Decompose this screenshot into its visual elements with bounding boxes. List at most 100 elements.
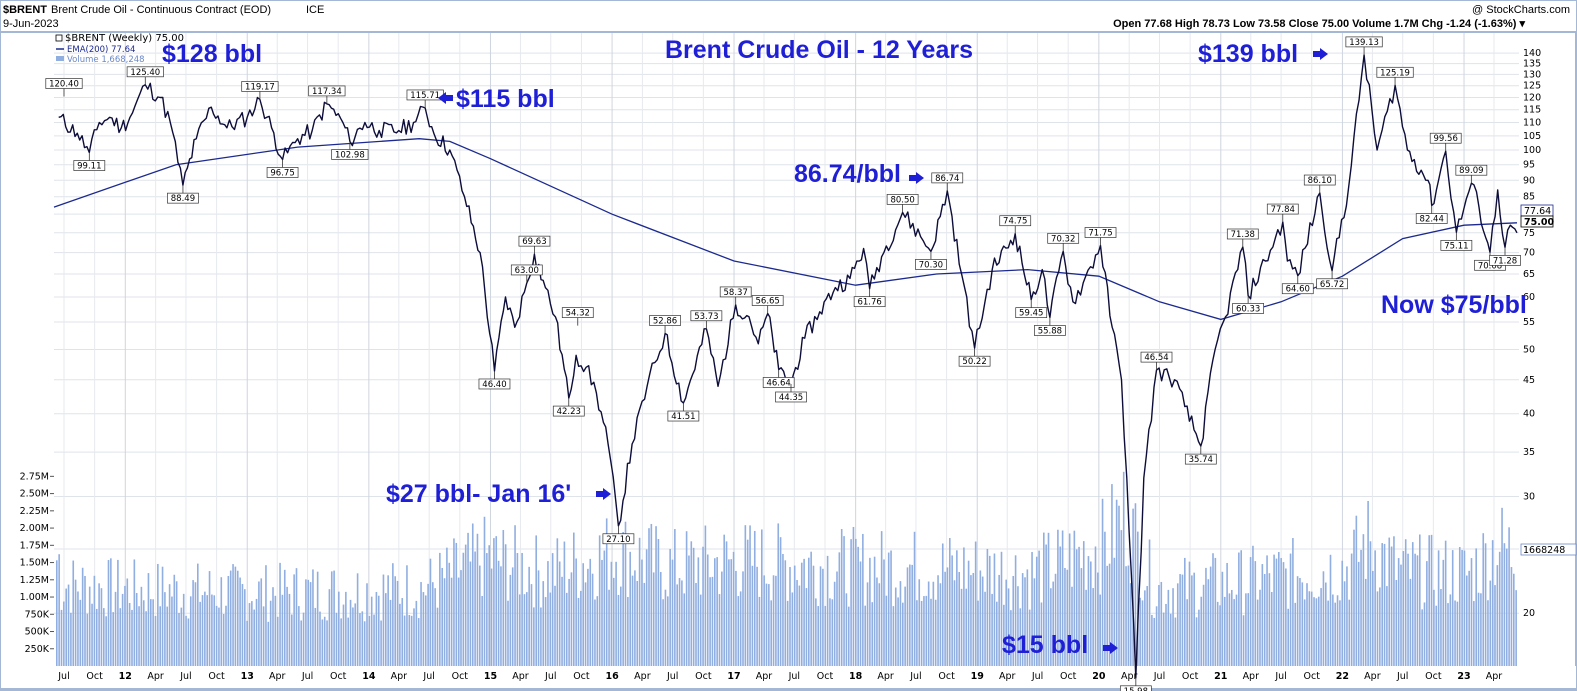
volume-bar xyxy=(1480,593,1482,666)
price-label: 70.30 xyxy=(919,260,943,270)
volume-bar xyxy=(725,541,728,666)
price-label: 96.75 xyxy=(270,168,294,178)
volume-bar xyxy=(1078,546,1080,666)
volume-bar xyxy=(514,525,516,666)
volume-bar xyxy=(298,606,300,666)
volume-bar xyxy=(664,589,667,666)
volume-bar xyxy=(1052,581,1054,666)
y-tick-label: 40 xyxy=(1523,409,1535,420)
ema-line xyxy=(53,138,1518,321)
volume-bar xyxy=(537,570,540,666)
price-label: 89.09 xyxy=(1459,166,1483,176)
volume-bar xyxy=(1458,547,1461,666)
volume-bar xyxy=(598,535,601,666)
volume-bar xyxy=(706,554,709,666)
volume-tick-label: 500K xyxy=(25,627,50,638)
volume-bar xyxy=(1440,589,1442,666)
volume-bar xyxy=(1082,541,1085,666)
volume-bar xyxy=(648,528,650,666)
volume-bar xyxy=(182,593,185,666)
volume-bar xyxy=(1137,531,1139,666)
volume-bar xyxy=(192,580,194,666)
volume-bar xyxy=(72,560,75,666)
volume-bar xyxy=(631,575,634,666)
volume-bar xyxy=(1000,551,1003,666)
volume-bar xyxy=(1409,578,1412,666)
volume-bar xyxy=(497,560,500,666)
volume-bar xyxy=(140,586,143,666)
volume-bar xyxy=(800,562,803,666)
volume-bar xyxy=(1287,608,1289,666)
volume-bar xyxy=(187,618,190,666)
volume-bar xyxy=(805,588,808,666)
x-tick-label: Jul xyxy=(788,671,800,682)
volume-bar xyxy=(1115,499,1118,666)
volume-bar xyxy=(1360,549,1362,666)
volume-bar xyxy=(157,563,159,666)
volume-bar xyxy=(399,603,401,666)
header-symbol: $BRENT xyxy=(3,4,47,16)
volume-bar xyxy=(328,589,331,666)
volume-bar xyxy=(535,535,537,666)
volume-bar xyxy=(1238,552,1240,666)
x-tick-label: 23 xyxy=(1457,671,1470,682)
volume-bar xyxy=(1181,574,1184,666)
volume-bar xyxy=(359,613,361,666)
volume-bar xyxy=(704,525,707,666)
volume-bar xyxy=(1468,570,1470,666)
volume-bar xyxy=(1390,546,1393,666)
volume-bar xyxy=(667,596,669,666)
volume-bar xyxy=(1273,554,1275,666)
volume-bar xyxy=(1313,597,1315,666)
volume-bar xyxy=(1388,537,1391,666)
volume-bar xyxy=(1233,599,1235,666)
volume-bar xyxy=(211,594,213,666)
volume-bar xyxy=(777,523,780,666)
volume-bar xyxy=(1019,608,1022,666)
price-label: 46.54 xyxy=(1144,353,1168,363)
volume-bar xyxy=(998,574,1000,666)
volume-bar xyxy=(812,565,815,666)
price-label: 15.98 xyxy=(1124,687,1148,691)
volume-bar xyxy=(1322,571,1325,666)
volume-bar xyxy=(248,603,251,666)
volume-bar xyxy=(770,600,772,666)
header-copyright: @ StockCharts.com xyxy=(1472,4,1570,16)
volume-bar xyxy=(363,621,366,666)
price-axis-area xyxy=(1519,33,1575,666)
volume-bar xyxy=(218,607,220,666)
y-tick-label: 55 xyxy=(1523,317,1535,328)
volume-bar xyxy=(305,579,307,666)
volume-bar xyxy=(1353,529,1355,666)
volume-bar xyxy=(1379,587,1381,666)
y-tick-label: 65 xyxy=(1523,269,1535,280)
y-tick-label: 100 xyxy=(1523,145,1541,156)
volume-bar xyxy=(984,591,986,666)
volume-bar xyxy=(1515,590,1517,666)
x-tick-label: Oct xyxy=(86,671,103,682)
volume-bar xyxy=(446,547,448,666)
volume-bar xyxy=(1301,582,1304,666)
volume-bar xyxy=(1397,558,1400,666)
price-label-box xyxy=(999,215,1032,227)
price-label: 63.00 xyxy=(515,266,539,276)
volume-bar xyxy=(723,534,725,666)
price-label-box xyxy=(931,172,964,184)
y-tick-label: 45 xyxy=(1523,375,1535,386)
volume-bar xyxy=(847,606,850,666)
volume-bar xyxy=(634,570,636,666)
volume-bar xyxy=(126,578,129,666)
volume-bar xyxy=(1451,550,1454,666)
volume-bar xyxy=(1343,581,1346,666)
x-tick-label: 15 xyxy=(484,671,497,682)
volume-bar xyxy=(549,592,552,666)
volume-bar xyxy=(239,577,241,666)
volume-bar xyxy=(904,586,906,666)
volume-bar xyxy=(215,605,218,666)
volume-bar xyxy=(878,583,881,666)
x-tick-label: Apr xyxy=(634,671,651,682)
volume-bar xyxy=(920,600,923,666)
price-label-box xyxy=(649,315,681,326)
header-title: Brent Crude Oil - Continuous Contract (E… xyxy=(51,4,271,16)
price-label: 77.84 xyxy=(1271,205,1295,215)
